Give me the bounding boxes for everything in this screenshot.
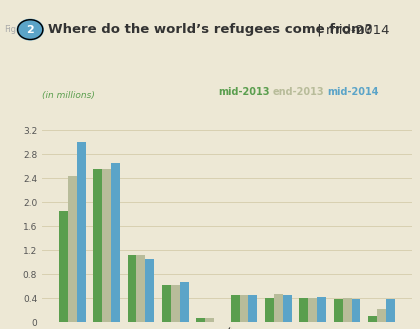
Bar [136, 255, 145, 322]
Text: end-2013: end-2013 [273, 87, 325, 97]
Text: | mid-2014: | mid-2014 [313, 23, 389, 36]
Bar [308, 298, 317, 322]
Bar [249, 295, 257, 322]
Bar [343, 298, 352, 322]
Bar [93, 169, 102, 322]
Bar [171, 285, 180, 322]
Bar [299, 298, 308, 322]
Bar [231, 295, 239, 322]
Bar [386, 299, 395, 322]
Bar [196, 318, 205, 322]
Bar [59, 212, 68, 322]
Bar [352, 299, 360, 322]
Text: mid-2013: mid-2013 [218, 87, 270, 97]
Bar [239, 295, 249, 322]
Bar [265, 297, 274, 322]
Bar [180, 282, 189, 322]
Bar [128, 255, 136, 322]
Bar [162, 285, 171, 322]
Bar [111, 164, 120, 322]
Bar [274, 294, 283, 322]
Bar [145, 259, 154, 322]
Text: Fig.: Fig. [4, 25, 19, 34]
Bar [205, 318, 214, 322]
Bar [102, 169, 111, 322]
Bar [333, 299, 343, 322]
Text: Where do the world’s refugees come from?: Where do the world’s refugees come from? [48, 23, 373, 36]
Bar [283, 295, 292, 322]
Bar [368, 316, 377, 322]
Text: (in millions): (in millions) [42, 91, 95, 100]
Bar [377, 309, 386, 322]
Bar [77, 142, 86, 322]
Bar [68, 176, 77, 322]
Text: 2: 2 [26, 25, 34, 35]
Text: mid-2014: mid-2014 [328, 87, 379, 97]
Bar [317, 297, 326, 322]
